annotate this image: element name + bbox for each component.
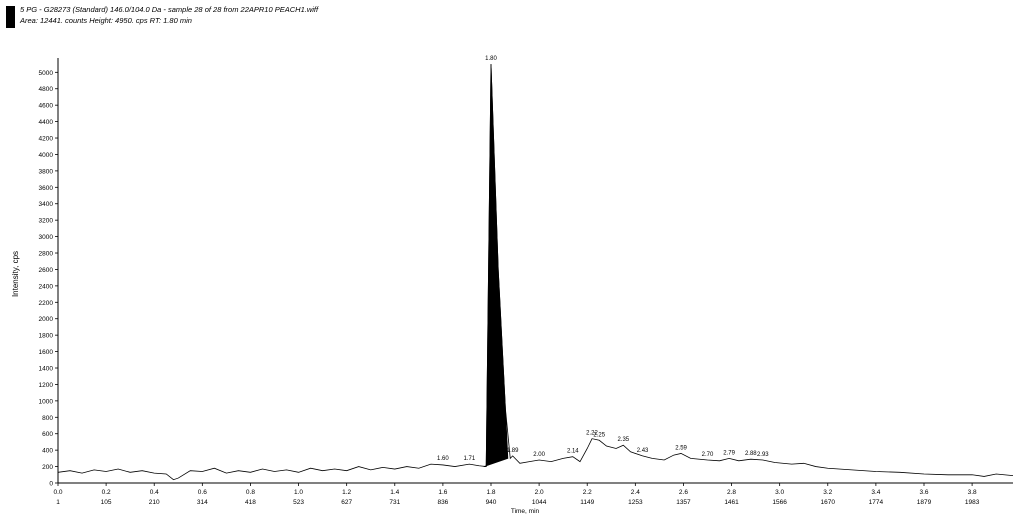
y-tick-label: 200 — [42, 464, 53, 471]
y-tick-label: 3400 — [39, 201, 54, 208]
peak-label: 2.00 — [533, 452, 545, 458]
peak-label: 2.70 — [702, 452, 714, 458]
scan-tick-label: 836 — [437, 499, 448, 506]
scan-tick-label: 1044 — [532, 499, 547, 506]
y-tick-label: 1800 — [39, 333, 54, 340]
x-tick-label: 1.4 — [390, 489, 399, 496]
scan-tick-label: 1253 — [628, 499, 643, 506]
scan-tick-label: 1461 — [724, 499, 739, 506]
y-tick-label: 1200 — [39, 382, 54, 389]
peak-label: 2.79 — [723, 450, 735, 456]
y-tick-label: 600 — [42, 431, 53, 438]
x-tick-label: 0.6 — [198, 489, 207, 496]
x-axis-label: Time, min — [511, 508, 540, 515]
y-tick-label: 4000 — [39, 152, 54, 159]
x-tick-label: 3.4 — [871, 489, 880, 496]
y-tick-label: 3000 — [39, 234, 54, 241]
peak-label: 1.80 — [485, 56, 497, 62]
peak-label: 1.71 — [464, 456, 476, 462]
chart-subtitle: Area: 12441. counts Height: 4950. cps RT… — [20, 16, 192, 25]
scan-tick-label: 627 — [341, 499, 352, 506]
y-tick-label: 400 — [42, 448, 53, 455]
x-tick-label: 2.2 — [583, 489, 592, 496]
scan-tick-label: 314 — [197, 499, 208, 506]
peak-label: 2.35 — [617, 437, 629, 443]
peak-label: 2.25 — [593, 432, 605, 438]
peak-label: 2.59 — [675, 445, 687, 451]
x-tick-label: 2.6 — [679, 489, 688, 496]
y-tick-label: 4800 — [39, 86, 54, 93]
scan-tick-label: 1149 — [580, 499, 594, 506]
scan-tick-label: 1566 — [772, 499, 787, 506]
peak-label: 2.88 — [745, 451, 757, 457]
y-tick-label: 3600 — [39, 185, 54, 192]
x-tick-label: 2.0 — [535, 489, 544, 496]
scan-tick-label: 1774 — [869, 499, 884, 506]
y-tick-label: 4600 — [39, 103, 54, 110]
x-tick-label: 0.2 — [102, 489, 111, 496]
y-tick-label: 2400 — [39, 283, 54, 290]
x-tick-label: 1.2 — [342, 489, 351, 496]
x-tick-label: 1.6 — [438, 489, 447, 496]
peak-label: 2.43 — [637, 448, 649, 454]
x-tick-label: 1.0 — [294, 489, 303, 496]
scan-tick-label: 1357 — [676, 499, 691, 506]
x-tick-label: 2.8 — [727, 489, 736, 496]
scan-tick-label: 210 — [149, 499, 160, 506]
x-tick-label: 3.6 — [919, 489, 928, 496]
chart-title: 5 PG - G28273 (Standard) 146.0/104.0 Da … — [20, 5, 319, 14]
scan-tick-label: 1 — [56, 499, 60, 506]
y-tick-label: 2200 — [39, 300, 54, 307]
scan-tick-label: 418 — [245, 499, 256, 506]
x-tick-label: 2.4 — [631, 489, 640, 496]
y-tick-label: 2000 — [39, 316, 54, 323]
y-tick-label: 4400 — [39, 119, 54, 126]
y-tick-label: 1600 — [39, 349, 54, 356]
chromatogram-trace — [57, 64, 1014, 481]
x-tick-label: 3.0 — [775, 489, 784, 496]
scan-tick-label: 731 — [389, 499, 400, 506]
y-axis-label: Intensity, cps — [11, 251, 20, 297]
peak-label: 2.22 — [586, 431, 598, 437]
y-tick-label: 3200 — [39, 218, 54, 225]
peak-label: 2.14 — [567, 449, 579, 455]
peak-label: 1.89 — [507, 448, 519, 454]
y-tick-label: 5000 — [39, 70, 54, 77]
scan-tick-label: 1670 — [821, 499, 836, 506]
y-tick-label: 800 — [42, 415, 53, 422]
x-tick-label: 0.0 — [53, 489, 62, 496]
x-tick-label: 0.4 — [150, 489, 159, 496]
scan-tick-label: 940 — [486, 499, 497, 506]
peak-label: 2.93 — [757, 452, 769, 458]
scan-tick-label: 523 — [293, 499, 304, 506]
x-tick-label: 3.2 — [823, 489, 832, 496]
integrated-peak-fill — [483, 64, 509, 467]
y-tick-label: 3800 — [39, 168, 54, 175]
y-tick-label: 0 — [49, 481, 53, 488]
x-tick-label: 1.8 — [486, 489, 495, 496]
y-tick-label: 4200 — [39, 136, 54, 143]
y-tick-label: 1400 — [39, 366, 54, 373]
y-tick-label: 2600 — [39, 267, 54, 274]
y-tick-label: 1000 — [39, 398, 54, 405]
y-tick-label: 2800 — [39, 251, 54, 258]
legend-swatch — [6, 6, 15, 28]
scan-tick-label: 1879 — [917, 499, 932, 506]
scan-tick-label: 1983 — [965, 499, 980, 506]
peak-label: 1.60 — [437, 456, 449, 462]
x-tick-label: 3.8 — [968, 489, 977, 496]
x-tick-label: 0.8 — [246, 489, 255, 496]
scan-tick-label: 105 — [101, 499, 112, 506]
